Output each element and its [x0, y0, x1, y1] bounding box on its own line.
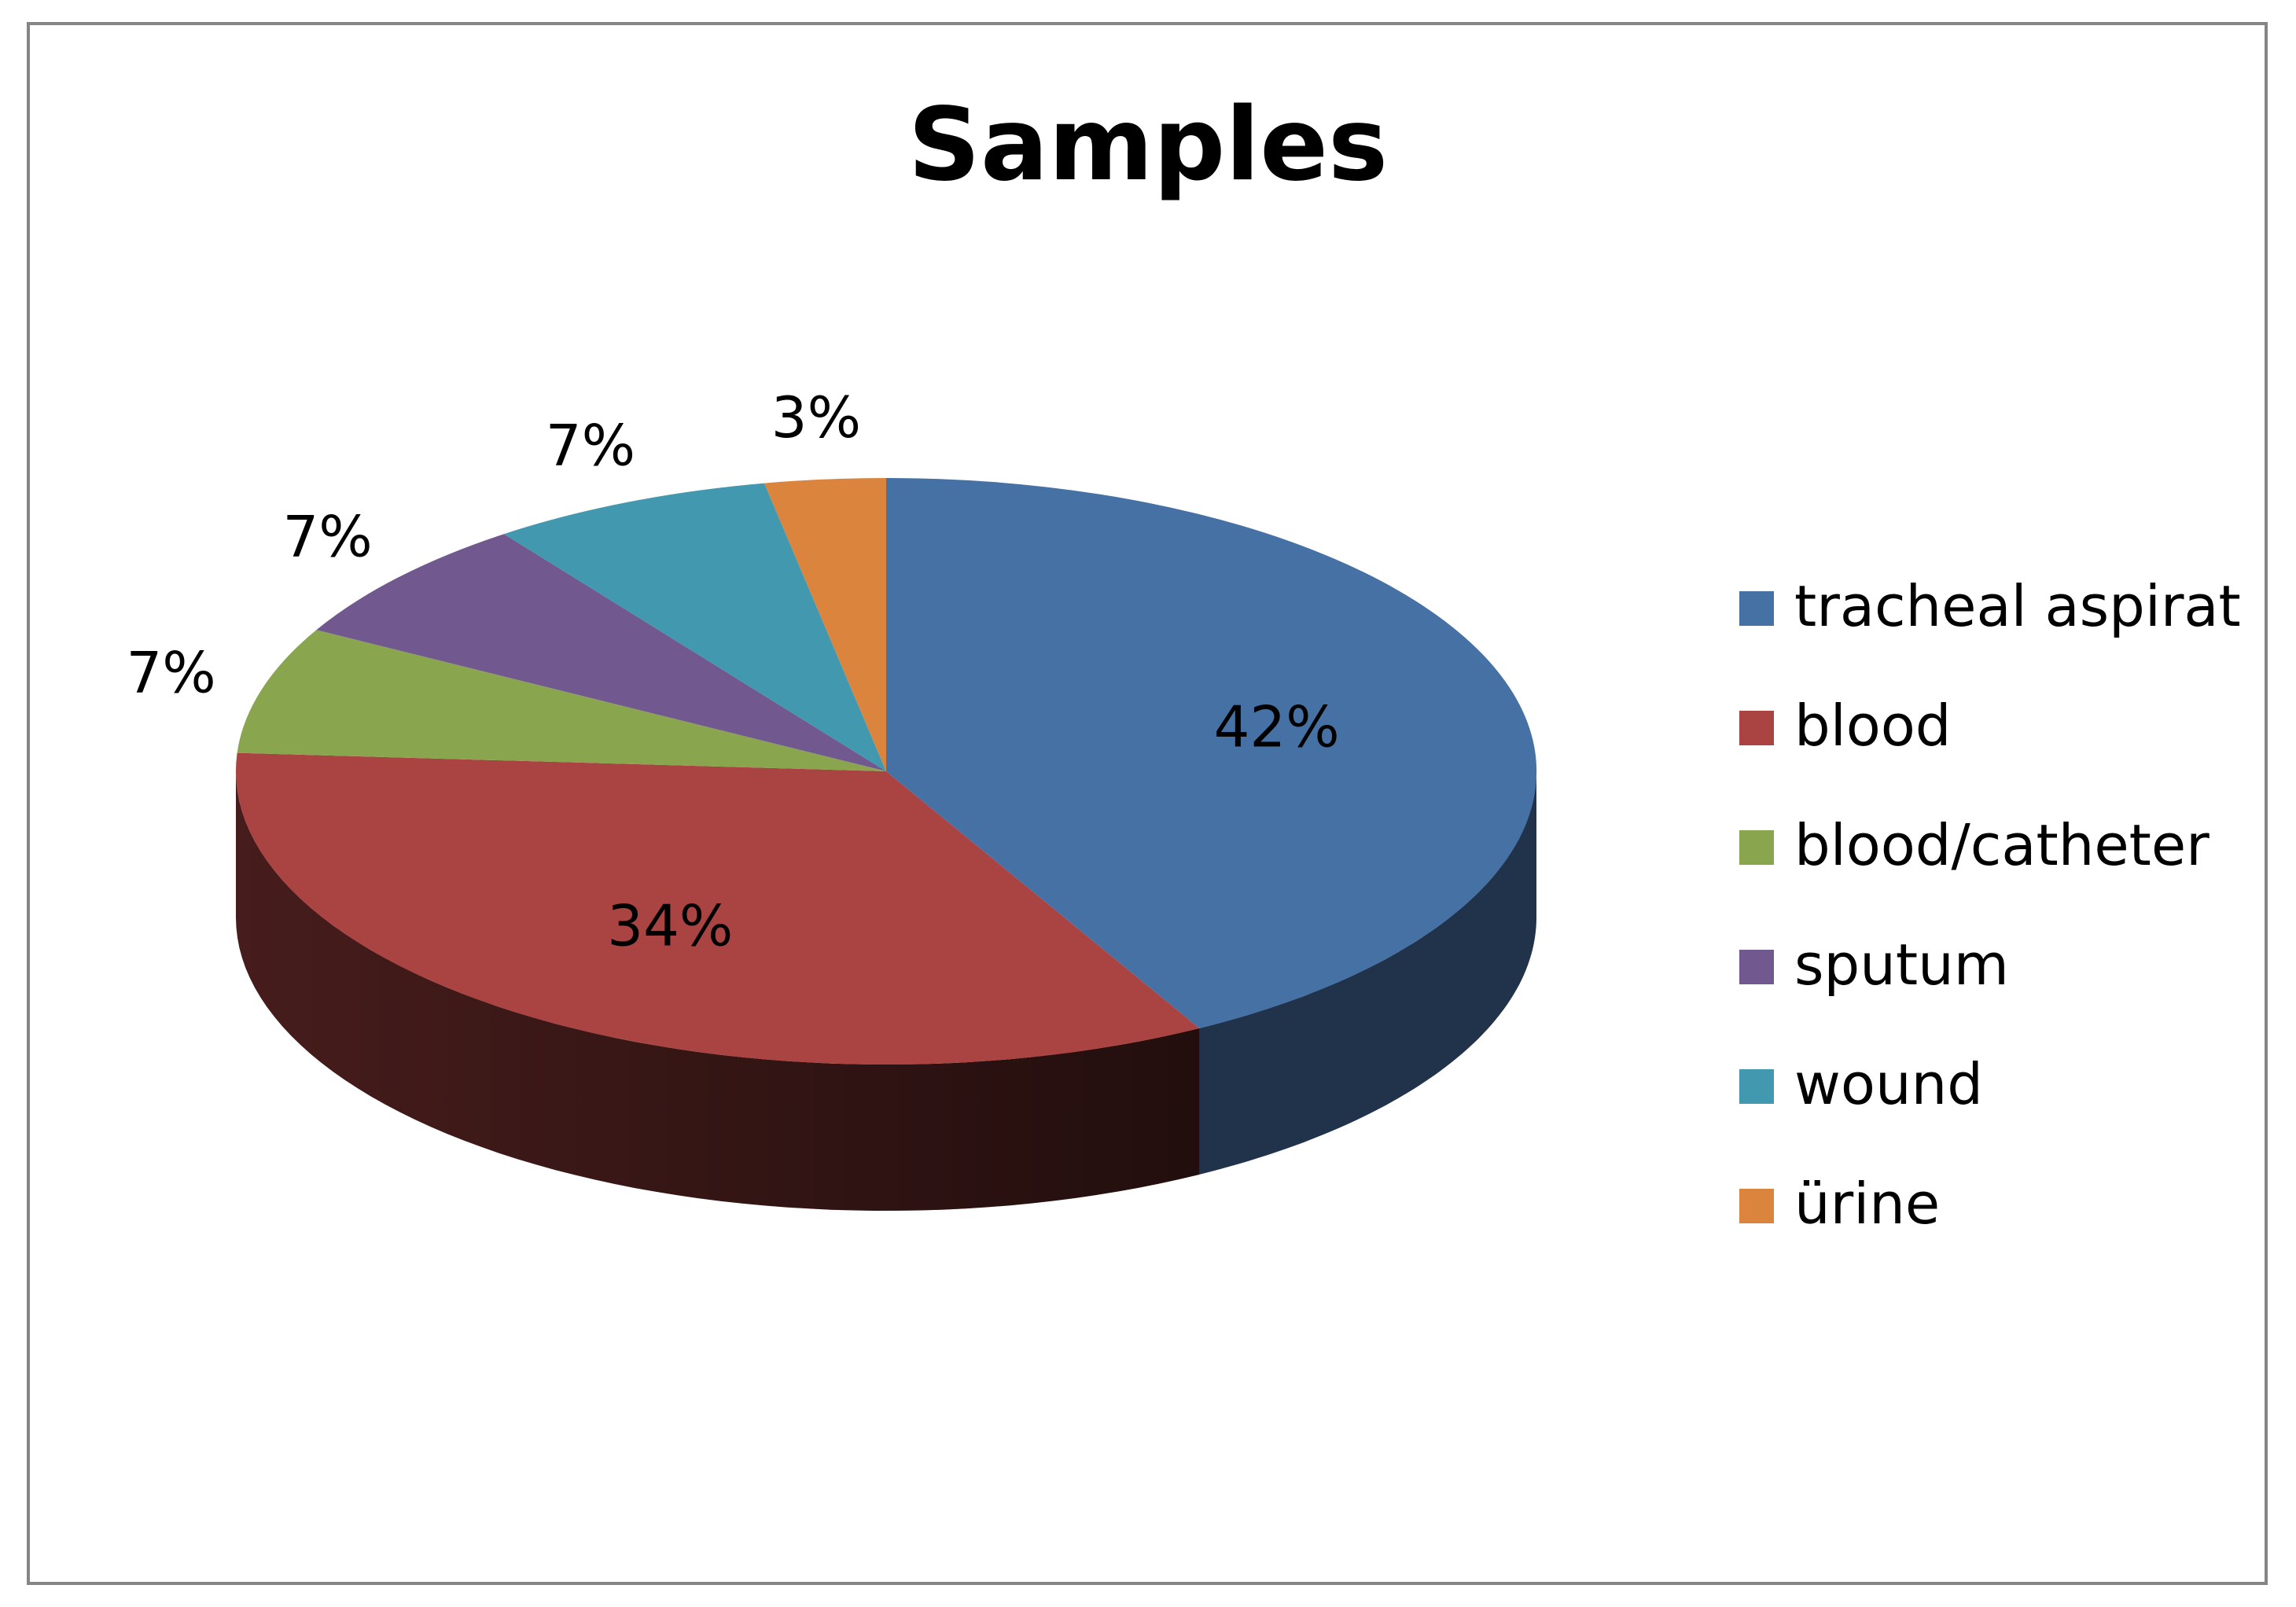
slice-rine — [764, 478, 886, 771]
data-label-tracheal-aspirat: 42% — [1214, 694, 1340, 760]
legend-swatch-wound — [1739, 1069, 1774, 1104]
slice-wound — [503, 483, 886, 771]
legend: tracheal aspirat blood blood/catheter sputu… — [1739, 573, 2241, 1237]
legend-swatch-tracheal-aspirat — [1739, 591, 1774, 626]
chart-title: Samples — [908, 86, 1388, 204]
data-label-sputum: 7% — [282, 503, 372, 569]
pie-top-slices — [235, 478, 1537, 1065]
data-label-blood: 34% — [607, 892, 733, 958]
legend-swatch-rine — [1739, 1189, 1774, 1223]
data-labels: 42% 34% 7% 7% 7% 3% — [126, 384, 1339, 958]
legend-label-tracheal-aspirat: tracheal aspirat — [1794, 573, 2241, 639]
legend-label-sputum: sputum — [1794, 932, 2009, 998]
data-label-rine: 3% — [771, 384, 861, 450]
data-label-blood-catheter: 7% — [126, 640, 215, 706]
legend-label-rine: ürine — [1794, 1171, 1940, 1237]
side-tracheal-aspirat — [1199, 771, 1536, 1175]
legend-label-blood-catheter: blood/catheter — [1794, 812, 2210, 878]
pie-side-walls — [236, 771, 1536, 1211]
slice-sputum — [316, 534, 886, 771]
legend-swatch-sputum — [1739, 950, 1774, 984]
data-label-wound: 7% — [546, 412, 635, 478]
slice-tracheal-aspirat — [886, 478, 1537, 1028]
legend-swatch-blood — [1739, 711, 1774, 745]
legend-label-wound: wound — [1794, 1051, 1983, 1117]
slice-blood — [235, 752, 1200, 1065]
side-blood-shade — [236, 771, 1200, 1211]
slice-blood-catheter — [237, 630, 887, 771]
legend-label-blood: blood — [1794, 693, 1952, 759]
legend-swatch-blood-catheter — [1739, 830, 1774, 865]
